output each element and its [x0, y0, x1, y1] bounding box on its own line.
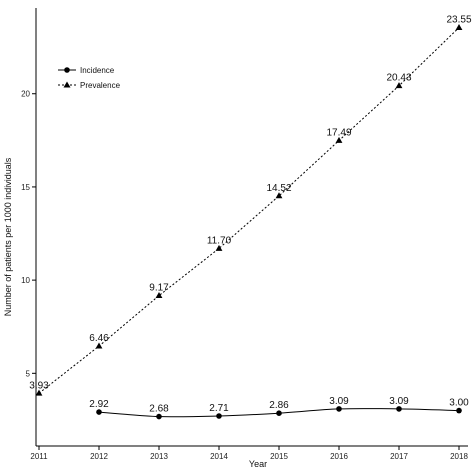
legend-prevalence-marker — [63, 81, 71, 88]
y-tick-label: 5 — [26, 369, 31, 378]
point-incidence — [396, 406, 402, 412]
point-prevalence — [95, 342, 103, 349]
x-tick-label: 2018 — [450, 452, 468, 461]
point-prevalence — [155, 291, 163, 298]
x-tick-label: 2016 — [330, 452, 348, 461]
legend-item-incidence: Incidence — [58, 66, 115, 75]
data-label-prevalence: 23.55 — [446, 15, 471, 26]
legend-item-prevalence: Prevalence — [58, 81, 121, 90]
data-label-incidence: 3.00 — [449, 398, 469, 409]
data-label-incidence: 2.68 — [149, 404, 169, 415]
data-labels: 2.92 2.68 2.71 2.86 3.09 3.09 3.00 3.93 6.46 9.17… — [29, 15, 472, 415]
point-prevalence — [455, 23, 463, 30]
data-label-incidence: 2.86 — [269, 400, 289, 411]
x-tick-label: 2012 — [90, 452, 108, 461]
y-tick-label: 20 — [21, 90, 30, 99]
data-label-prevalence: 11.70 — [207, 235, 232, 246]
point-prevalence — [275, 192, 283, 199]
point-incidence — [276, 410, 282, 416]
y-tick-label: 15 — [21, 183, 30, 192]
y-ticks: 5 10 15 20 — [21, 90, 36, 378]
point-incidence — [156, 413, 162, 420]
point-incidence — [456, 407, 462, 414]
data-label-prevalence: 14.52 — [266, 183, 291, 194]
legend-prevalence-label: Prevalence — [80, 81, 121, 90]
data-label-prevalence: 6.46 — [89, 333, 109, 344]
data-label-prevalence: 9.17 — [149, 283, 169, 294]
data-label-incidence: 3.09 — [329, 396, 349, 407]
y-tick-label: 10 — [21, 276, 30, 285]
x-tick-label: 2015 — [270, 452, 288, 461]
legend: Incidence Prevalence — [58, 66, 121, 90]
x-tick-label: 2014 — [210, 452, 228, 461]
x-axis-title: Year — [249, 459, 267, 469]
series-prevalence-line — [38, 27, 460, 394]
data-label-prevalence: 20.43 — [386, 73, 411, 84]
point-prevalence — [335, 136, 343, 143]
data-label-prevalence: 3.93 — [29, 380, 49, 391]
point-incidence — [336, 406, 342, 412]
data-label-incidence: 2.92 — [89, 399, 109, 410]
legend-incidence-marker — [64, 67, 70, 73]
point-incidence — [96, 409, 102, 415]
legend-incidence-label: Incidence — [80, 66, 115, 75]
x-tick-label: 2011 — [30, 452, 48, 461]
x-tick-label: 2013 — [150, 452, 168, 461]
data-label-incidence: 2.71 — [209, 403, 229, 414]
data-label-incidence: 3.09 — [389, 396, 409, 407]
x-ticks: 2011 2012 2013 2014 2015 2016 2017 2018 — [30, 446, 468, 461]
point-incidence — [216, 413, 222, 419]
point-prevalence — [215, 244, 223, 251]
data-label-prevalence: 17.49 — [326, 128, 351, 139]
point-prevalence — [35, 389, 43, 396]
point-prevalence — [395, 82, 403, 89]
series-layer — [35, 23, 463, 420]
y-axis-title: Number of patients per 1000 individuals — [3, 157, 13, 316]
x-tick-label: 2017 — [390, 452, 408, 461]
